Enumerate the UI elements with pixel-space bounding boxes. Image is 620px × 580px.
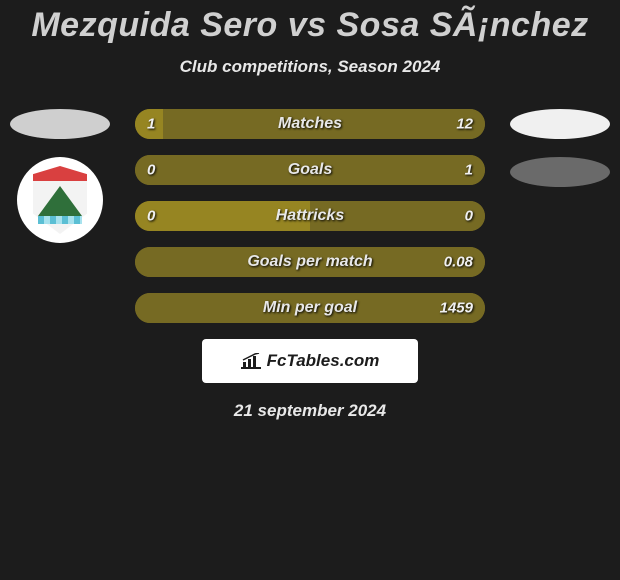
chart-icon bbox=[241, 353, 261, 369]
stat-value-right: 1 bbox=[465, 162, 473, 179]
player-avatar-placeholder bbox=[10, 109, 110, 139]
stat-label: Goals bbox=[288, 161, 332, 179]
club-badge bbox=[17, 157, 103, 243]
stat-row: 1 12 Matches bbox=[135, 109, 485, 139]
stat-value-left: 0 bbox=[147, 208, 155, 225]
stat-label: Hattricks bbox=[276, 207, 344, 225]
stat-label: Goals per match bbox=[247, 253, 372, 271]
stat-value-right: 1459 bbox=[440, 300, 473, 317]
stat-row: 0 1 Goals bbox=[135, 155, 485, 185]
stat-value-right: 0 bbox=[465, 208, 473, 225]
subtitle: Club competitions, Season 2024 bbox=[0, 57, 620, 77]
player-avatar-placeholder bbox=[510, 109, 610, 139]
left-player-column bbox=[0, 109, 120, 243]
page-title: Mezquida Sero vs Sosa SÃ¡nchez bbox=[0, 0, 620, 45]
stat-row: 0 0 Hattricks bbox=[135, 201, 485, 231]
comparison-content: 1 12 Matches 0 1 Goals 0 0 Hattricks 0.08 Goals pe… bbox=[0, 109, 620, 421]
stat-label: Min per goal bbox=[263, 299, 357, 317]
stat-label: Matches bbox=[278, 115, 342, 133]
stat-value-left: 1 bbox=[147, 116, 155, 133]
club-badge-placeholder bbox=[510, 157, 610, 187]
stat-row: 1459 Min per goal bbox=[135, 293, 485, 323]
stat-value-right: 0.08 bbox=[444, 254, 473, 271]
stat-value-right: 12 bbox=[456, 116, 473, 133]
stat-row: 0.08 Goals per match bbox=[135, 247, 485, 277]
date-text: 21 september 2024 bbox=[0, 401, 620, 421]
right-player-column bbox=[500, 109, 620, 205]
branding-badge: FcTables.com bbox=[202, 339, 418, 383]
branding-text: FcTables.com bbox=[267, 351, 380, 371]
stats-rows: 1 12 Matches 0 1 Goals 0 0 Hattricks 0.08 Goals pe… bbox=[135, 109, 485, 323]
stat-value-left: 0 bbox=[147, 162, 155, 179]
